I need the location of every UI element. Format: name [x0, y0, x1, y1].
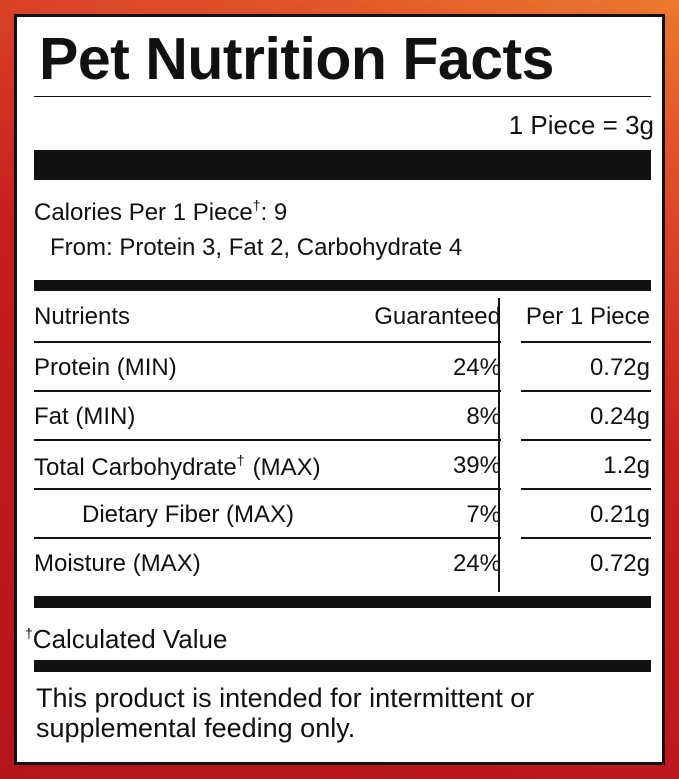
thick-rule — [34, 150, 651, 180]
header-row: Nutrients Guaranteed Per 1 Piece — [17, 303, 662, 352]
nutrient-table: Nutrients Guaranteed Per 1 Piece Protein (M… — [17, 293, 662, 613]
row-rule — [521, 439, 651, 441]
guaranteed-value: 24% — [452, 354, 501, 381]
nutrient-label: Fat (MIN) — [34, 403, 136, 430]
nutrient-name: Dietary Fiber (MAX) — [82, 501, 294, 529]
title: Pet Nutrition Facts — [39, 26, 555, 92]
dagger: † — [25, 625, 33, 641]
nutrient-label: Total Carbohydrate — [34, 454, 237, 481]
calories-value: : 9 — [260, 199, 288, 226]
row-rule — [521, 390, 651, 392]
table-row: Moisture (MAX) 24% 0.72g — [17, 538, 662, 587]
nutrition-panel: Pet Nutrition Facts 1 Piece = 3g Calorie… — [14, 14, 665, 765]
dagger: † — [252, 197, 261, 213]
table-row: Fat (MIN) 8% 0.24g — [17, 391, 662, 440]
row-rule — [34, 341, 501, 343]
per-piece-value: 1.2g — [603, 452, 650, 479]
row-rule — [34, 488, 501, 490]
per-piece-value: 0.72g — [589, 550, 650, 577]
row-rule — [521, 488, 651, 490]
row-rule — [521, 537, 651, 539]
guaranteed-value: 8% — [466, 403, 501, 430]
header-cell: Nutrients — [34, 303, 131, 330]
guaranteed-value: 24% — [452, 550, 501, 577]
calories-from: From: Protein 3, Fat 2, Carbohydrate 4 — [50, 234, 463, 261]
header-cell: Per 1 Piece — [525, 303, 650, 330]
nutrient-name: Fat (MIN) — [34, 403, 135, 431]
dagger: † — [236, 452, 245, 468]
serving-size: 1 Piece = 3g — [508, 110, 654, 140]
thick-rule — [34, 280, 651, 291]
guaranteed-value: 39% — [452, 452, 501, 479]
per-piece-value: 0.24g — [589, 403, 650, 430]
per-piece-value: 0.21g — [589, 501, 650, 528]
table-row: Total Carbohydrate† (MAX) 39% 1.2g — [17, 440, 662, 489]
nutrient-name: Moisture (MAX) — [34, 550, 201, 578]
rule — [34, 96, 651, 97]
calories: Calories Per 1 Piece†: 9 — [34, 197, 287, 227]
thick-rule — [34, 660, 651, 672]
table-row: Protein (MIN) 24% 0.72g — [17, 342, 662, 391]
qualifier: (MAX) — [252, 454, 321, 481]
guaranteed-value: 7% — [466, 501, 501, 528]
row-rule — [521, 341, 651, 343]
row-rule — [34, 537, 501, 539]
table-row: Dietary Fiber (MAX) 7% 0.21g — [17, 489, 662, 538]
row-rule — [34, 390, 501, 392]
disclaimer: This product is intended for intermitten… — [36, 683, 535, 743]
footnote-text: Calculated Value — [32, 624, 228, 654]
per-piece-value: 0.72g — [589, 354, 650, 381]
footnote: †Calculated Value — [25, 624, 227, 655]
nutrient-label: Moisture (MAX) — [34, 550, 201, 577]
thick-rule — [34, 596, 651, 608]
nutrient-label: Dietary Fiber (MAX) — [82, 501, 295, 528]
nutrient-name: Protein (MIN) — [34, 354, 177, 382]
row-rule — [34, 439, 501, 441]
column-divider — [498, 298, 500, 592]
nutrient-name: Total Carbohydrate† (MAX) — [34, 452, 321, 482]
nutrient-label: Protein (MIN) — [34, 354, 177, 381]
calories-label: Calories Per 1 Piece — [34, 199, 253, 226]
header-cell: Guaranteed — [374, 303, 501, 330]
